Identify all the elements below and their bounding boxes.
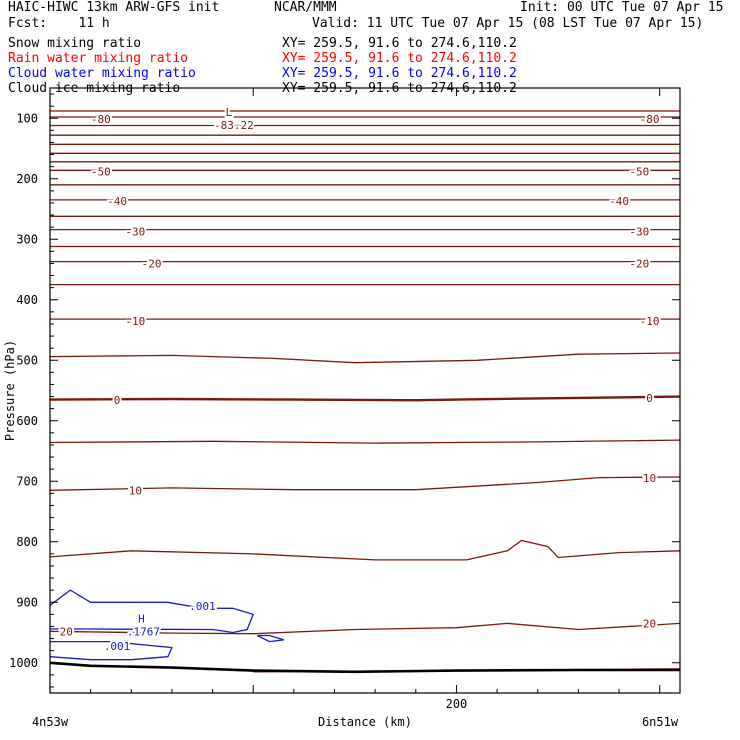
isotherm-label: 0: [646, 392, 653, 405]
y-tick-label: 600: [16, 414, 38, 428]
x-end-location: 6n51w: [642, 715, 679, 729]
isotherm-label: -80: [91, 113, 111, 126]
field-name: Cloud water mixing ratio: [8, 66, 196, 81]
isotherm-label: -80: [640, 113, 660, 126]
isotherm-label: -30: [125, 225, 145, 238]
isotherm-line: [50, 439, 680, 444]
y-tick-label: 100: [16, 111, 38, 125]
valid-time: Valid: 11 UTC Tue 07 Apr 15 (08 LST Tue …: [312, 16, 704, 31]
field-section-coords: XY= 259.5, 91.6 to 274.6,110.2: [282, 66, 517, 81]
y-tick-label: 500: [16, 353, 38, 367]
field-section-coords: XY= 259.5, 91.6 to 274.6,110.2: [282, 51, 517, 66]
y-tick-label: 200: [16, 172, 38, 186]
temperature-min-value: -83.22: [214, 119, 254, 132]
isotherm-line: [50, 622, 680, 635]
y-tick-label: 900: [16, 595, 38, 609]
x-tick-label: 200: [446, 697, 468, 711]
isotherm-label: -50: [629, 165, 649, 178]
cloud-water-max-value: .1767: [127, 625, 160, 638]
plot-frame: [49, 87, 681, 694]
cloud-water-label: .001: [104, 640, 131, 653]
cloud-water-contour: [50, 589, 255, 634]
y-tick-label: 300: [16, 232, 38, 246]
y-tick-label: 1000: [9, 656, 38, 670]
isotherm-line: [50, 476, 680, 491]
y-axis-title: Pressure (hPa): [3, 340, 17, 441]
cloud-water-contour: [50, 640, 173, 661]
isotherm-line: [50, 539, 680, 561]
cloud-water-max-marker: H: [138, 612, 145, 625]
isotherm-label: -10: [640, 315, 660, 328]
y-tick-label: 700: [16, 474, 38, 488]
isotherm-label: 20: [643, 617, 656, 630]
terrain-line: [50, 661, 680, 674]
y-tick-label: 400: [16, 293, 38, 307]
temperature-min-marker: L: [226, 106, 233, 119]
plot-title: HAIC-HIWC 13km ARW-GFS init: [8, 0, 220, 15]
isotherm-label: -30: [629, 225, 649, 238]
organization-label: NCAR/MMM: [274, 0, 337, 15]
plot-contents: -80 -80 -50 -50 -40 -40 -30 -30 -20 -20 -10 -10 0 0 10…: [50, 104, 680, 674]
isotherm-label: -20: [629, 257, 649, 270]
isotherm-label: -40: [609, 195, 629, 208]
x-start-location: 4n53w: [32, 715, 69, 729]
cloud-water-contour: [257, 634, 284, 643]
isotherm-label: -40: [107, 195, 127, 208]
field-name: Rain water mixing ratio: [8, 51, 189, 66]
isotherm-label: -10: [125, 315, 145, 328]
isotherm-label: 20: [60, 625, 73, 638]
field-name: Snow mixing ratio: [8, 36, 142, 51]
x-axis-title: Distance (km): [318, 715, 412, 729]
init-time: Init: 00 UTC Tue 07 Apr 15: [520, 0, 724, 15]
isotherm-line: [50, 395, 680, 402]
isotherm-label: -50: [91, 165, 111, 178]
isotherm-label: 0: [114, 394, 121, 407]
forecast-hour: Fcst: 11 h: [8, 16, 110, 31]
isotherm-label: 10: [643, 472, 656, 485]
y-tick-label: 800: [16, 535, 38, 549]
field-section-coords: XY= 259.5, 91.6 to 274.6,110.2: [282, 36, 517, 51]
cloud-water-label: .001: [189, 600, 216, 613]
isotherm-label: -20: [142, 257, 162, 270]
isotherm-line: [50, 352, 680, 364]
isotherm-label: 10: [129, 484, 142, 497]
